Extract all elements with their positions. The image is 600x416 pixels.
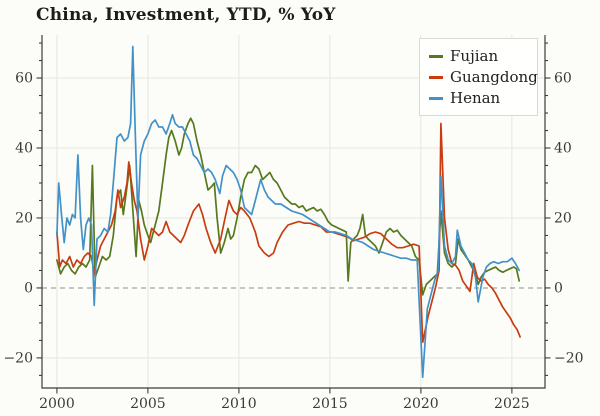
- series-line-guangdong: [56, 122, 521, 344]
- y-axis-label-left: 40: [15, 141, 33, 157]
- x-axis-label: 2025: [494, 396, 530, 412]
- x-axis-label: 2015: [312, 396, 348, 412]
- legend-label-henan: Henan: [450, 89, 501, 107]
- x-axis-label: 2005: [130, 396, 166, 412]
- fujian-line-swatch: [429, 55, 443, 58]
- series-line-fujian: [56, 117, 521, 296]
- legend: Fujian Guangdong Henan: [419, 38, 538, 116]
- series-line-henan: [56, 45, 521, 379]
- chart-title: China, Investment, YTD, % YoY: [36, 5, 336, 25]
- y-axis-label-right: −20: [554, 350, 584, 366]
- henan-line-swatch: [429, 97, 443, 100]
- legend-item-fujian: Fujian: [429, 46, 537, 67]
- legend-item-guangdong: Guangdong: [429, 67, 538, 88]
- y-axis-label-left: 60: [15, 71, 33, 87]
- guangdong-line-swatch: [429, 76, 443, 79]
- x-axis-label: 2000: [39, 396, 75, 412]
- x-axis-label: 2020: [403, 396, 439, 412]
- y-axis-label-left: −20: [3, 350, 33, 366]
- legend-label-guangdong: Guangdong: [450, 68, 538, 86]
- y-axis-label-right: 40: [554, 141, 572, 157]
- y-axis-label-right: 20: [554, 210, 572, 226]
- y-axis-label-left: 20: [15, 210, 33, 226]
- y-axis-label-right: 0: [554, 280, 563, 296]
- y-axis-label-right: 60: [554, 71, 572, 87]
- legend-item-henan: Henan: [429, 88, 537, 109]
- axis-spines: [41, 35, 546, 389]
- legend-label-fujian: Fujian: [450, 47, 499, 65]
- y-axis-label-left: 0: [24, 280, 33, 296]
- x-axis-label: 2010: [221, 396, 257, 412]
